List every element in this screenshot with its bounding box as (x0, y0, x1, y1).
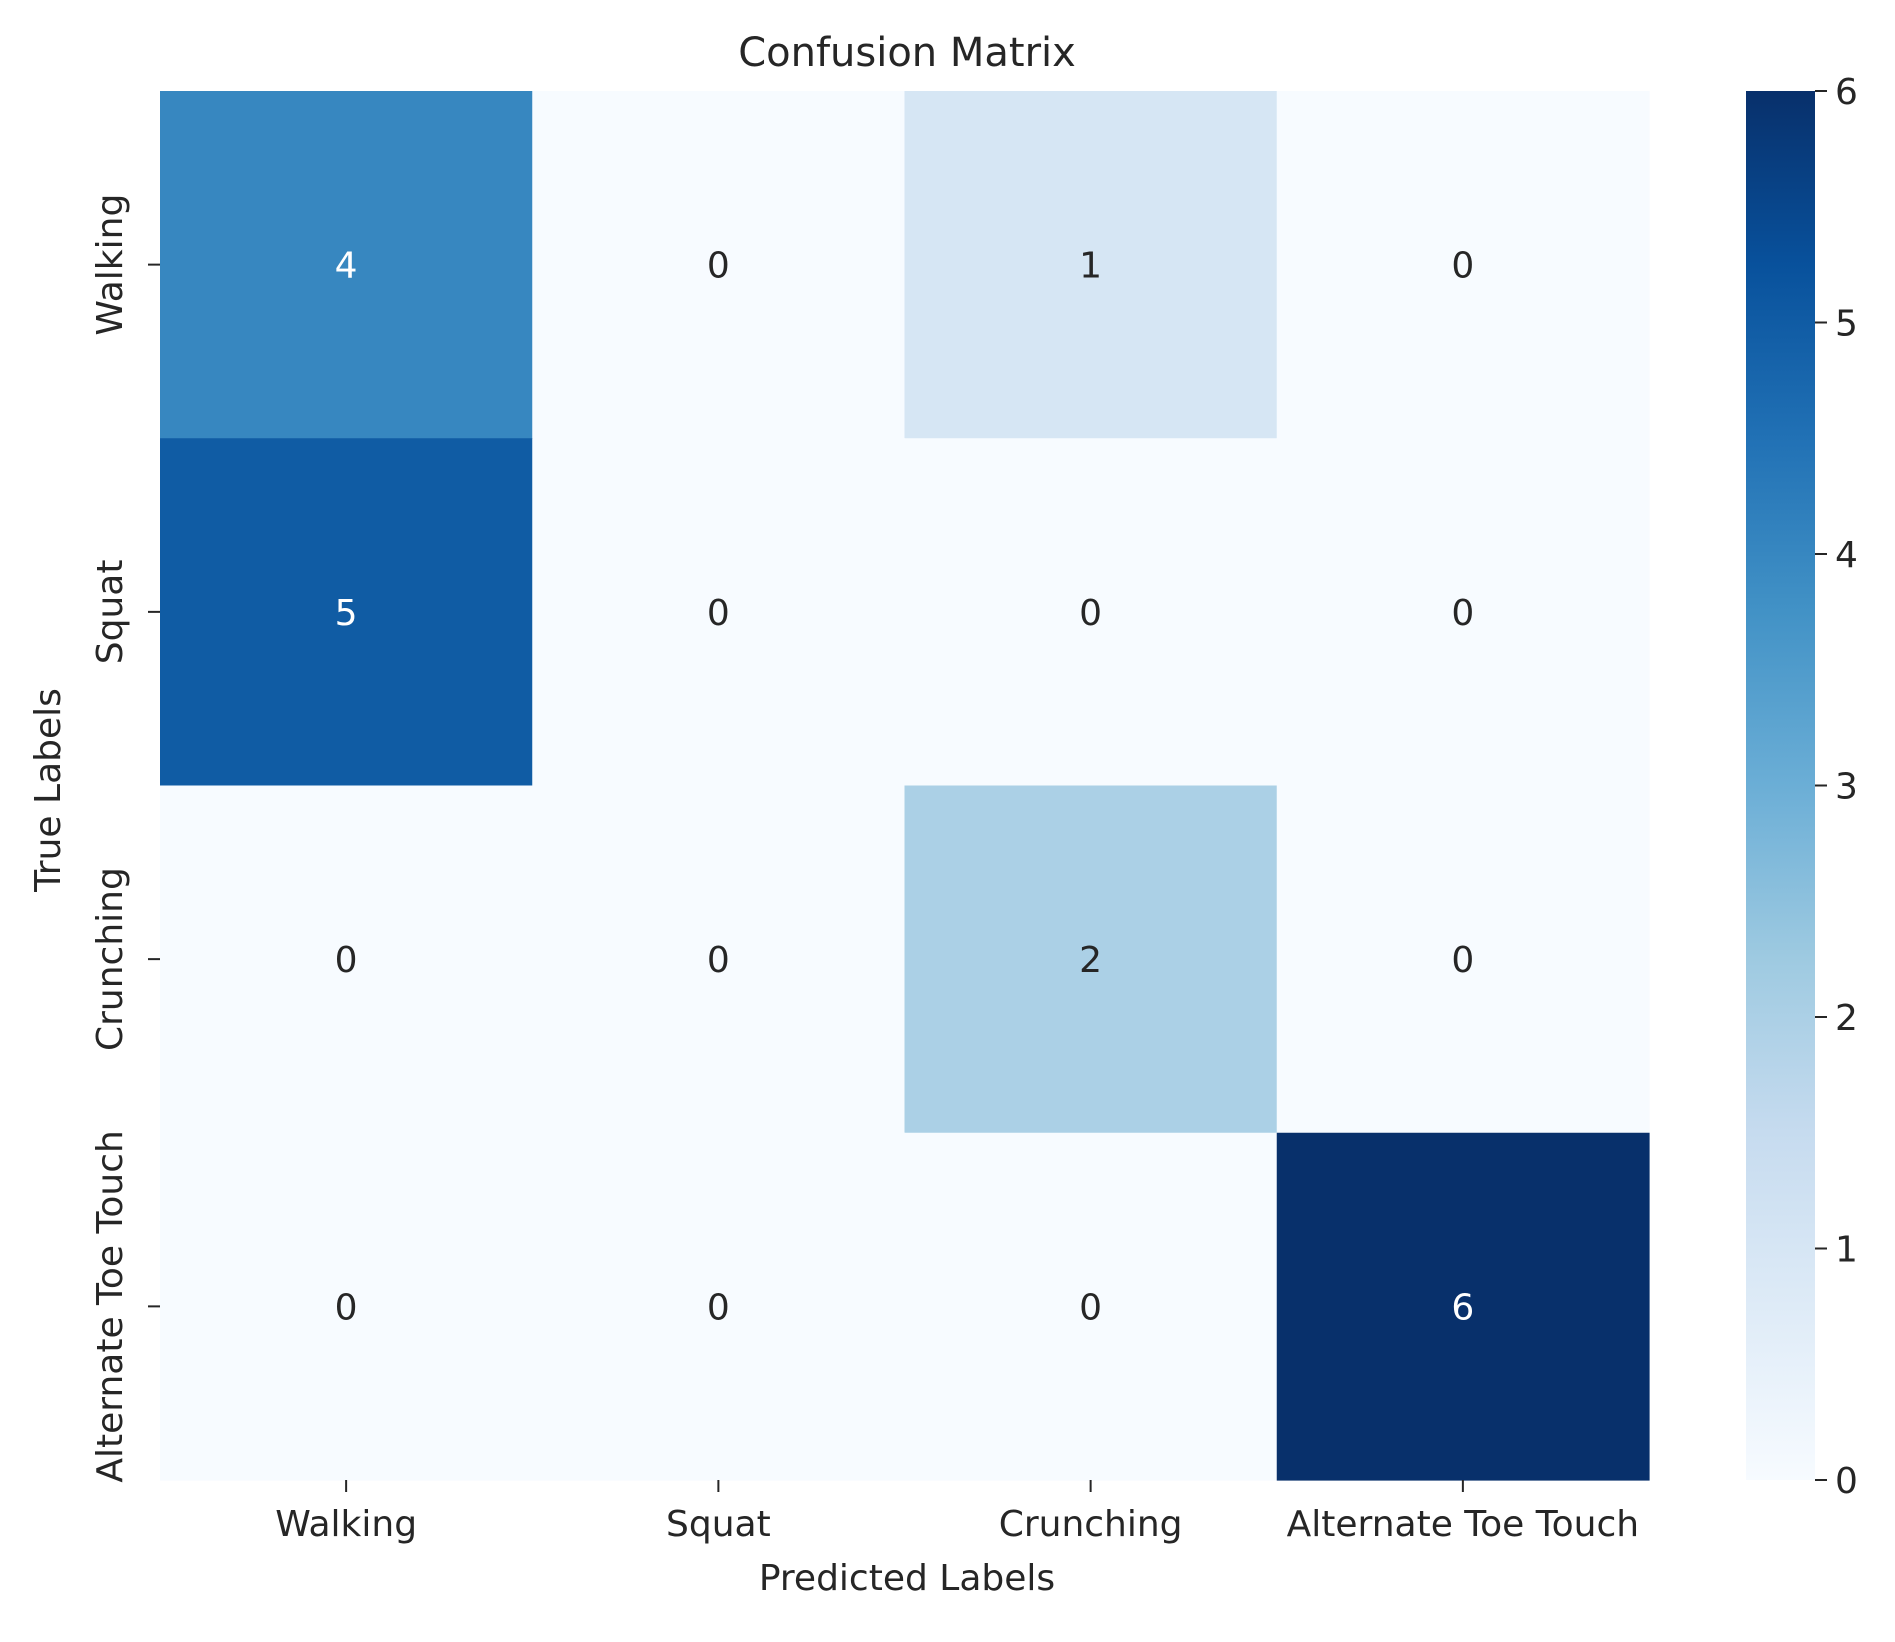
heatmap-cell-r3-c2 (904, 1132, 1278, 1481)
cell-annotation-r0-c3: 0 (1451, 246, 1474, 287)
cell-annotation-r3-c2: 0 (1079, 1287, 1102, 1328)
cell-annotation-r2-c3: 0 (1451, 940, 1474, 981)
x-tick-label: Crunching (999, 1504, 1183, 1545)
colorbar-ticks: 0 1 2 3 4 5 6 (1815, 72, 1858, 1502)
y-tick-label: Alternate Toe Touch (90, 1130, 131, 1482)
x-tick-label: Walking (275, 1504, 417, 1545)
heatmap-annotations: 4 0 1 05 0 0 00 0 2 00 0 0 6 (335, 246, 1475, 1329)
x-tick-label: Squat (666, 1504, 771, 1545)
colorbar-tick-label: 3 (1835, 767, 1858, 808)
cell-annotation-r1-c1: 0 (707, 593, 730, 634)
heatmap-cell-r0-c1 (532, 91, 906, 439)
cell-annotation-r1-c2: 0 (1079, 593, 1102, 634)
cell-annotation-r0-c0: 4 (335, 246, 358, 287)
heatmap-cell-r2-c2 (904, 785, 1278, 1134)
heatmap-cell-r1-c0 (160, 438, 533, 787)
heatmap-cell-r0-c0 (160, 91, 533, 439)
heatmap-cell-r0-c2 (904, 91, 1278, 439)
cell-annotation-r2-c0: 0 (335, 940, 358, 981)
cell-annotation-r2-c1: 0 (707, 940, 730, 981)
cell-annotation-r2-c2: 2 (1079, 940, 1102, 981)
colorbar-tick-label: 1 (1835, 1230, 1858, 1271)
y-tick-label: Walking (90, 194, 131, 336)
cell-annotation-r3-c1: 0 (707, 1287, 730, 1328)
heatmap-cell-r0-c3 (1276, 91, 1650, 439)
heatmap-cell-r1-c3 (1276, 438, 1650, 787)
cell-annotation-r3-c3: 6 (1451, 1287, 1474, 1328)
y-tick-label: Crunching (90, 867, 131, 1051)
colorbar (1746, 91, 1815, 1480)
cell-annotation-r1-c0: 5 (335, 593, 358, 634)
heatmap-cell-r3-c0 (160, 1132, 533, 1481)
chart-title: Confusion Matrix (738, 30, 1076, 76)
cell-annotation-r3-c0: 0 (335, 1287, 358, 1328)
heatmap-cell-r1-c2 (904, 438, 1278, 787)
y-axis-label: True Labels (28, 688, 69, 893)
heatmap-cell-r2-c0 (160, 785, 533, 1134)
cell-annotation-r1-c3: 0 (1451, 593, 1474, 634)
colorbar-tick-label: 4 (1835, 535, 1858, 576)
y-axis-ticks: Walking Squat Crunching Alternate Toe Touch (90, 194, 160, 1483)
heatmap-cells (160, 91, 1650, 1481)
heatmap-cell-r3-c3 (1276, 1132, 1650, 1481)
cell-annotation-r0-c1: 0 (707, 246, 730, 287)
x-tick-label: Alternate Toe Touch (1287, 1504, 1639, 1545)
colorbar-tick-label: 0 (1835, 1461, 1858, 1502)
y-tick-label: Squat (90, 560, 131, 665)
colorbar-tick-label: 2 (1835, 998, 1858, 1039)
heatmap-cell-r1-c1 (532, 438, 906, 787)
colorbar-tick-label: 5 (1835, 304, 1858, 345)
x-axis-label: Predicted Labels (759, 1558, 1055, 1599)
colorbar-tick-label: 6 (1835, 72, 1858, 113)
heatmap-cell-r3-c1 (532, 1132, 906, 1481)
heatmap-cell-r2-c3 (1276, 785, 1650, 1134)
cell-annotation-r0-c2: 1 (1079, 246, 1102, 287)
x-axis-ticks: Walking Squat Crunching Alternate Toe Touch (275, 1480, 1639, 1545)
heatmap-cell-r2-c1 (532, 785, 906, 1134)
